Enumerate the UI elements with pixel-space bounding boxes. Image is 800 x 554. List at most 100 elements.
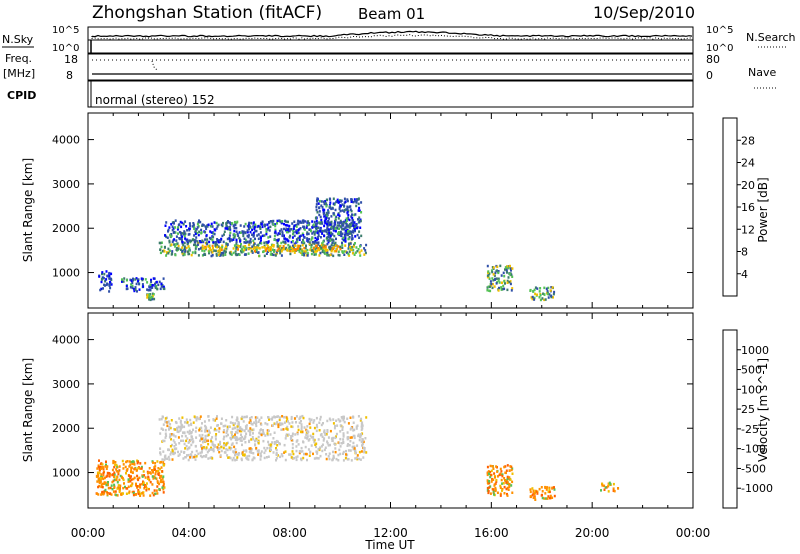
power-range-cell [199,220,202,224]
power-range-cell [265,228,268,231]
velocity-range-cell [273,415,276,418]
velocity-range-cell [187,453,190,457]
velocity-range-cell [186,448,189,451]
power-range-cell [252,244,255,247]
velocity-range-cell [313,419,316,422]
velocity-range-cell [270,448,272,451]
velocity-range-cell [309,426,312,429]
velocity-range-cell [280,453,283,456]
velocity-range-cell [260,423,263,426]
velocity-range-cell [503,477,506,480]
velocity-range-cell [206,450,209,454]
power-range-cell [253,225,256,229]
velocity-range-cell [242,437,245,441]
velocity-range-cell [118,490,121,494]
velocity-range-cell [257,453,260,456]
velocity-range-cell [363,447,366,450]
beam-title: Beam 01 [358,5,425,23]
velocity-range-cell [255,437,258,441]
velocity-range-cell [500,470,503,473]
velocity-range-cell [225,443,228,446]
velocity-range-cell [346,444,349,447]
velocity-range-cell [138,476,141,480]
velocity-range-cell [240,417,243,420]
velocity-range-cell [349,436,352,439]
power-range-cell [352,245,355,248]
power-range-cell [246,240,249,244]
power-range-cell [186,229,189,232]
power-range-cell [358,209,361,212]
velocity-range-cell [300,420,302,423]
velocity-range-cell [346,437,349,441]
power-range-cell [315,246,318,249]
velocity-range-cell [492,467,495,470]
velocity-range-cell [296,439,299,442]
velocity-range-cell [548,490,551,494]
power-range-cell [345,219,348,222]
power-range-cell [239,240,242,243]
power-range-cell [228,234,231,237]
velocity-range-cell [486,473,489,477]
velocity-range-cell [297,443,300,446]
power-range-cell [194,239,197,242]
power-range-cell [223,233,225,236]
power-range-cell [328,232,331,235]
power-colorbar-tick-label: 28 [741,134,755,147]
velocity-range-cell [208,448,211,451]
velocity-range-cell [295,445,298,448]
velocity-range-cell [101,463,104,466]
power-range-cell [293,234,296,238]
power-range-cell [181,246,184,249]
velocity-range-cell [161,458,164,461]
power-range-cell [215,252,218,256]
velocity-range-cell [194,444,197,448]
velocity-range-cell [171,443,173,447]
velocity-range-cell [131,462,134,466]
velocity-range-cell [142,483,145,486]
power-range-cell [268,229,271,232]
velocity-range-cell [509,465,512,468]
power-range-cell [223,249,226,252]
velocity-range-cell [250,448,253,451]
velocity-range-cell [330,437,333,440]
velocity-range-cell [178,442,181,445]
power-range-cell [543,286,546,290]
velocity-range-cell [266,433,269,437]
velocity-range-cell [100,493,103,496]
power-range-cell [134,278,137,281]
velocity-range-cell [365,451,368,454]
velocity-range-cell [110,493,113,496]
power-range-cell [170,243,173,246]
power-range-cell [297,236,300,240]
velocity-range-cell [227,456,230,459]
velocity-range-cell [303,452,305,456]
velocity-range-cell [205,454,208,457]
velocity-range-cell [169,423,172,426]
velocity-range-cell [217,424,219,427]
power-range-cell [106,282,109,285]
power-range-cell [265,232,268,236]
power-range-cell [247,243,250,247]
velocity-range-cell [234,458,237,462]
power-range-cell [196,243,199,246]
power-range-cell [235,238,238,242]
velocity-range-cell [295,421,297,424]
power-range-cell [327,228,330,231]
power-range-cell [320,218,323,222]
velocity-range-cell [174,435,177,438]
power-range-cell [257,225,260,228]
power-range-cell [280,250,283,253]
power-range-cell [288,224,291,228]
power-range-cell [253,227,256,230]
velocity-range-cell [254,419,257,422]
velocity-range-cell [105,463,107,466]
power-range-cell [250,247,253,250]
velocity-xaxis: 00:00 04:00 08:00 12:00 16:00 20:00 00:00 [71,313,710,540]
power-range-cell [214,241,217,244]
velocity-range-cell [365,416,368,419]
power-range-cell [315,241,318,244]
velocity-range-cell [499,494,502,497]
velocity-range-cell [603,488,606,491]
velocity-range-cell [260,428,262,431]
velocity-range-cell [160,479,162,482]
